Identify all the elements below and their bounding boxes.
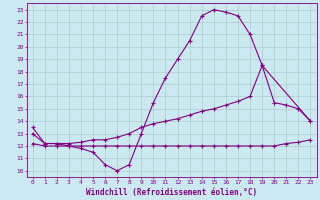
X-axis label: Windchill (Refroidissement éolien,°C): Windchill (Refroidissement éolien,°C) (86, 188, 257, 197)
